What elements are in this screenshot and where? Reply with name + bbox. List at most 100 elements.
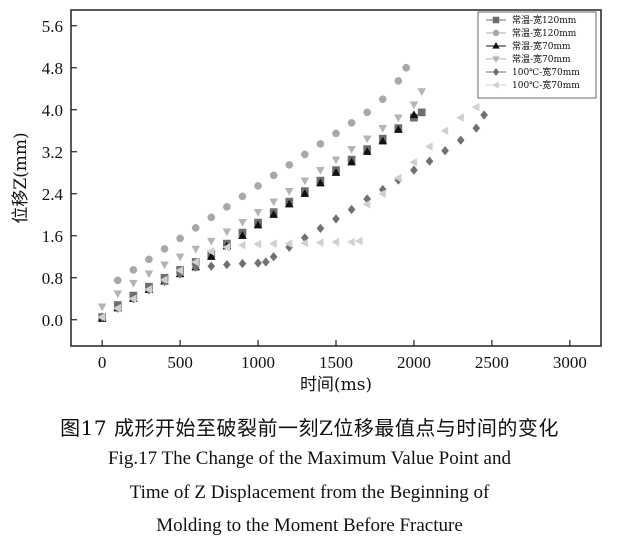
- legend-label: 常温-宽70mm: [512, 40, 571, 52]
- y-tick-label: 5.6: [42, 17, 63, 36]
- data-point: [222, 242, 231, 252]
- data-point: [253, 220, 263, 229]
- data-point: [417, 88, 427, 97]
- data-point: [261, 257, 270, 267]
- data-point: [191, 257, 199, 267]
- legend-label: 常温-宽70mm: [512, 53, 571, 65]
- data-point: [97, 312, 106, 322]
- data-point: [238, 218, 247, 227]
- x-axis-title: 时间(ms): [300, 375, 372, 395]
- data-point: [207, 213, 216, 222]
- data-point: [332, 129, 340, 138]
- series-points: [97, 63, 489, 322]
- legend-marker: [492, 68, 500, 76]
- data-point: [393, 125, 403, 133]
- data-point: [316, 166, 325, 175]
- legend-marker: [492, 16, 500, 24]
- chart: 0.0 0.8 1.6 2.4 3.2 4.0 4.8 5.6 0 500 1000 1500 200…: [11, 9, 602, 395]
- data-point: [331, 156, 341, 165]
- data-point: [269, 198, 279, 207]
- data-point: [129, 266, 138, 274]
- y-axis-title: 位移Z(mm): [11, 132, 31, 223]
- legend-marker: [492, 81, 499, 89]
- data-point: [145, 255, 153, 264]
- data-point: [332, 214, 340, 224]
- data-point: [456, 113, 464, 123]
- data-point: [331, 168, 341, 176]
- data-point: [238, 192, 247, 201]
- data-point: [206, 237, 216, 246]
- series-2: [113, 63, 410, 285]
- data-point: [378, 95, 387, 104]
- data-point: [206, 252, 216, 260]
- data-point: [378, 189, 386, 199]
- data-point: [393, 114, 403, 123]
- data-point: [159, 275, 168, 285]
- figure-caption-english-line-3: Molding to the Moment Before Fracture: [156, 515, 463, 536]
- data-point: [347, 145, 356, 154]
- series-6: [97, 102, 480, 322]
- data-point: [237, 240, 246, 250]
- data-point: [206, 247, 215, 256]
- data-point: [238, 258, 247, 269]
- series-4: [97, 88, 427, 312]
- data-point: [347, 119, 356, 127]
- y-tick-label: 2.4: [42, 185, 64, 204]
- data-point: [410, 165, 418, 175]
- data-point: [144, 270, 154, 279]
- data-point: [253, 239, 262, 249]
- legend: 常温-宽120mm常温-宽120mm常温-宽70mm常温-宽70mm100℃-宽…: [477, 11, 597, 99]
- y-tick-label: 3.2: [42, 143, 63, 162]
- data-point: [269, 252, 278, 262]
- data-point: [128, 294, 137, 304]
- data-point: [315, 238, 324, 247]
- data-point: [175, 266, 184, 275]
- data-point: [268, 239, 277, 249]
- data-point: [160, 245, 169, 253]
- data-point: [113, 290, 123, 299]
- data-point: [354, 236, 363, 246]
- data-point: [409, 110, 419, 119]
- data-point: [362, 199, 371, 209]
- series-5: [98, 110, 489, 322]
- data-point: [269, 210, 279, 218]
- data-point: [285, 161, 294, 169]
- data-point: [113, 303, 121, 313]
- data-point: [331, 237, 340, 247]
- data-point: [300, 150, 309, 159]
- data-point: [409, 157, 418, 167]
- data-point: [144, 284, 153, 294]
- legend-label: 100℃-宽70mm: [512, 79, 580, 91]
- data-point: [175, 253, 185, 262]
- data-point: [238, 231, 247, 239]
- data-point: [362, 135, 372, 144]
- legend-label: 常温-宽120mm: [512, 14, 577, 26]
- data-point: [393, 173, 402, 183]
- data-point: [346, 237, 355, 247]
- data-point: [316, 140, 325, 148]
- x-tick-label: 1500: [319, 353, 353, 372]
- data-point: [409, 101, 419, 110]
- data-point: [254, 258, 262, 268]
- data-point: [440, 126, 449, 136]
- legend-label: 常温-宽120mm: [512, 27, 577, 39]
- data-point: [471, 102, 480, 112]
- data-point: [222, 259, 231, 270]
- data-point: [254, 182, 262, 190]
- data-point: [394, 77, 403, 85]
- legend-marker: [492, 42, 500, 49]
- y-tick-label: 4.0: [42, 101, 63, 120]
- y-axis: 0.0 0.8 1.6 2.4 3.2 4.0 4.8 5.6: [42, 17, 77, 330]
- x-tick-label: 2000: [397, 353, 431, 372]
- data-point: [441, 145, 450, 156]
- x-axis: 0 500 1000 1500 2000 2500 3000: [98, 340, 587, 372]
- data-point: [363, 108, 372, 117]
- y-tick-label: 0.8: [42, 269, 63, 288]
- data-point: [223, 203, 231, 211]
- data-point: [456, 135, 465, 145]
- figure-caption-chinese: 图17 成形开始至破裂前一刻Z位移最值点与时间的变化: [60, 416, 559, 440]
- data-point: [316, 178, 325, 187]
- data-point: [300, 177, 310, 186]
- legend-marker: [492, 29, 500, 37]
- y-tick-label: 1.6: [42, 227, 63, 246]
